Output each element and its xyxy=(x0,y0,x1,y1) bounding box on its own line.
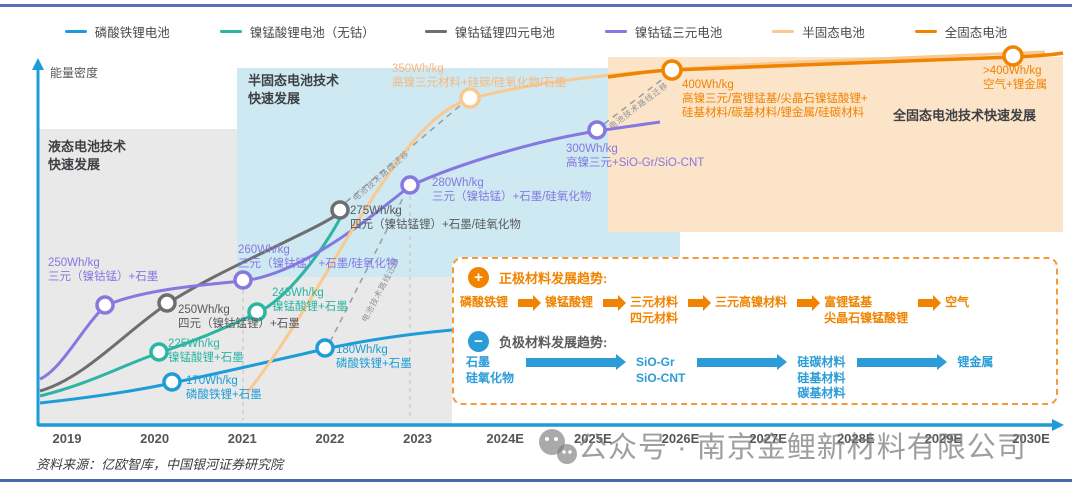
legend-swatch-icon xyxy=(914,30,937,33)
x-axis-tick: 2029E xyxy=(924,431,963,446)
point-label-lmno245: 245Wh/kg 镍锰酸锂+石墨 xyxy=(272,287,348,314)
flow-node: SiO-Gr SiO-CNT xyxy=(636,355,686,385)
x-axis-tick: 2021 xyxy=(227,431,257,446)
point-label-tern250: 250Wh/kg 三元（镍钴锰）+石墨 xyxy=(48,257,159,284)
flow-node: 硅碳材料 硅基材料 碳基材料 xyxy=(797,355,846,401)
legend-swatch-icon xyxy=(604,30,627,33)
legend-item: 全固态电池 xyxy=(914,22,1008,41)
curve-lfp xyxy=(39,328,453,405)
cathode-flow-row: 磷酸铁锂 镍锰酸锂 三元材料 四元材料 三元高镍材料 富锂锰基 尖晶石镍锰酸锂 空气 xyxy=(460,295,969,326)
solid-era-region xyxy=(608,57,1063,232)
flow-node: 锂金属 xyxy=(957,355,994,369)
point-label-tern260: 260Wh/kg 三元（镍钴锰）+石墨/硅氧化物 xyxy=(238,244,398,271)
anode-flow-row: 石墨 硅氧化物 SiO-Gr SiO-CNT 硅碳材料 硅基材料 碳基材料 锂金属 xyxy=(466,354,994,402)
arrow-right-icon xyxy=(697,354,788,370)
legend-item-label: 镍钴锰锂四元电池 xyxy=(454,26,555,40)
legend: 磷酸铁锂电池 镍锰酸锂电池（无钴） 镍钴锰锂四元电池 镍钴锰三元电池 半固态电池 全固态电… xyxy=(0,22,1072,41)
legend-item-label: 全固态电池 xyxy=(944,26,1008,40)
flow-node: 镍锰酸锂 xyxy=(545,295,594,309)
x-axis-arrow xyxy=(1052,419,1064,431)
flow-node: 空气 xyxy=(945,295,970,309)
liquid-era-title: 液态电池技术 快速发展 xyxy=(48,139,127,173)
curve-solid xyxy=(607,51,1064,79)
legend-item: 镍钴锰三元电池 xyxy=(604,22,723,41)
flow-node: 石墨 硅氧化物 xyxy=(466,355,515,385)
legend-swatch-icon xyxy=(772,30,795,33)
cathode-trend-title: 正极材料发展趋势: xyxy=(499,271,608,286)
point-label-semi350: 350Wh/kg 高镍三元材料+硅碳/硅氧化物/石墨 xyxy=(392,63,567,90)
wechat-icon xyxy=(539,429,577,464)
top-rule xyxy=(0,4,1072,7)
x-axis-tick: 2024E xyxy=(486,431,524,446)
y-axis-label: 能量密度 xyxy=(50,66,99,80)
curve-lmno xyxy=(39,214,344,398)
anode-trend-header: − 负极材料发展趋势: xyxy=(468,331,607,352)
flow-node: 三元高镍材料 xyxy=(715,295,788,309)
point-label-tern280: 280Wh/kg 三元（镍钴锰）+石墨/硅氧化物 xyxy=(432,177,592,204)
arrow-right-icon xyxy=(526,354,627,370)
x-axis-tick: 2027E xyxy=(749,431,787,446)
legend-item-label: 镍钴锰三元电池 xyxy=(634,26,723,40)
legend-item-label: 镍锰酸锂电池（无钴） xyxy=(249,26,375,40)
x-axis-tick: 2030E xyxy=(1012,431,1050,446)
y-axis-arrow xyxy=(32,58,44,70)
flow-node: 磷酸铁锂 xyxy=(460,295,509,309)
source-note: 资料来源：亿欧智库，中国银河证券研究院 xyxy=(36,457,284,472)
legend-item: 镍锰酸锂电池（无钴） xyxy=(219,22,375,41)
solid-era-title: 全固态电池技术快速发展 xyxy=(893,108,1037,123)
arrow-right-icon xyxy=(797,295,821,311)
x-axis-tick: 2025E xyxy=(574,431,612,446)
point-label-solid400plus: >400Wh/kg 空气+锂金属 xyxy=(983,65,1048,92)
arrow-right-icon xyxy=(688,295,712,311)
flow-node: 三元材料 四元材料 xyxy=(630,295,679,325)
point-label-tern300: 300Wh/kg 高镍三元+SiO-Gr/SiO-CNT xyxy=(566,143,705,170)
point-label-lfp180: 180Wh/kg 磷酸铁锂+石墨 xyxy=(336,344,412,371)
legend-swatch-icon xyxy=(424,30,447,33)
minus-icon: − xyxy=(468,331,489,352)
migration-line xyxy=(603,77,665,125)
legend-item: 磷酸铁锂电池 xyxy=(64,22,170,41)
x-axis-tick: 2028E xyxy=(836,431,875,446)
watermark: 公众号 · 南京金鲤新材料有限公司 xyxy=(578,432,1027,464)
x-axis-tick: 2023 xyxy=(403,431,433,446)
cathode-trend-header: + 正极材料发展趋势: xyxy=(468,267,607,288)
migration-line xyxy=(345,103,463,203)
point-label-lfp170: 170Wh/kg 磷酸铁锂+石墨 xyxy=(186,375,262,402)
arrow-right-icon xyxy=(918,295,942,311)
curve-semi-solid xyxy=(245,50,1046,394)
point-label-quad250: 250Wh/kg 四元（镍钴锰锂）+石墨 xyxy=(178,304,300,331)
arrow-right-icon xyxy=(603,295,627,311)
anode-trend-title: 负极材料发展趋势: xyxy=(499,335,608,350)
flow-node: 富锂锰基 尖晶石镍锰酸锂 xyxy=(824,295,909,325)
legend-swatch-icon xyxy=(64,30,87,33)
legend-item-label: 半固态电池 xyxy=(802,26,865,40)
plus-icon: + xyxy=(468,267,489,288)
point-label-solid400: 400Wh/kg 高镍三元/富锂锰基/尖晶石镍锰酸锂+ 硅基材料/碳基材料/锂金属/… xyxy=(682,79,868,120)
semi-solid-era-title: 半固态电池技术 快速发展 xyxy=(248,73,340,107)
legend-item-label: 磷酸铁锂电池 xyxy=(94,26,170,40)
migration-line xyxy=(329,195,405,343)
point-label-lmno225: 225Wh/kg 镍锰酸锂+石墨 xyxy=(168,338,244,365)
x-axis-tick: 2026E xyxy=(661,431,700,446)
arrow-right-icon xyxy=(857,354,948,370)
arrow-right-icon xyxy=(518,295,542,311)
x-axis-labels: 2019 2020 2021 2022 2023 2024E 2025E 2026E 2027E… xyxy=(0,431,1072,451)
curve-quaternary xyxy=(39,210,342,393)
x-axis-tick: 2022 xyxy=(315,431,345,446)
bottom-rule xyxy=(0,479,1072,482)
materials-trend-box: + 正极材料发展趋势: 磷酸铁锂 镍锰酸锂 三元材料 四元材料 三元高镍材料 富锂… xyxy=(452,257,1058,405)
point-label-quad275: 275Wh/kg 四元（镍钴锰锂）+石墨/硅氧化物 xyxy=(350,205,521,232)
legend-item: 镍钴锰锂四元电池 xyxy=(424,22,555,41)
data-point-markers xyxy=(95,45,1024,392)
x-axis-tick: 2020 xyxy=(140,431,170,446)
legend-swatch-icon xyxy=(219,30,242,33)
legend-item: 半固态电池 xyxy=(772,22,865,41)
x-axis-tick: 2019 xyxy=(52,431,82,446)
